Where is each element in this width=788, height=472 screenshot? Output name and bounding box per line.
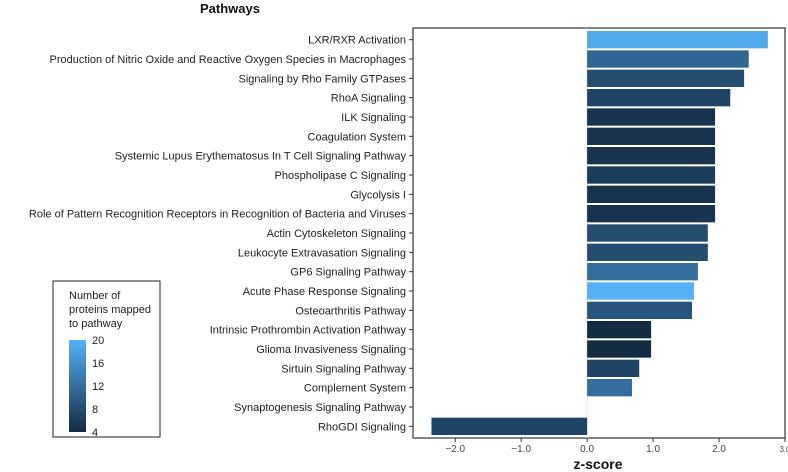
color-legend: Number of proteins mapped to pathway 20 1… — [52, 280, 161, 439]
y-tick-label: GP6 Signaling Pathway — [290, 267, 406, 279]
bar — [587, 301, 692, 319]
bar — [587, 282, 694, 300]
y-tick-label: RhoA Signaling — [331, 93, 406, 105]
legend-title-line-2: proteins mapped — [69, 304, 151, 316]
y-tick-label: Leukocyte Extravasation Signaling — [238, 247, 406, 259]
x-tick-label: 2.0 — [712, 444, 726, 455]
bar — [587, 166, 716, 184]
x-tick-label: 3.0 — [779, 445, 788, 454]
y-tick-label: Intrinsic Prothrombin Activation Pathway — [210, 325, 407, 337]
bar — [587, 340, 652, 358]
y-tick-label: Synaptogenesis Signaling Pathway — [234, 402, 406, 414]
bar — [587, 69, 745, 87]
bar — [587, 243, 708, 261]
y-tick-label: Production of Nitric Oxide and Reactive … — [50, 54, 407, 66]
y-tick-label: Phospholipase C Signaling — [275, 170, 406, 182]
bar — [587, 89, 731, 107]
bar — [587, 31, 768, 49]
x-axis-title: z-score — [573, 456, 622, 472]
bar — [431, 417, 588, 435]
y-tick-label: Glycolysis I — [350, 189, 406, 201]
bar — [587, 185, 716, 203]
legend-tick-label: 20 — [92, 335, 104, 347]
bar — [587, 359, 640, 377]
bar — [587, 224, 708, 242]
x-tick-label: −2.0 — [445, 444, 465, 455]
y-tick-label: Osteoarthritis Pathway — [295, 305, 406, 317]
legend-tick-label: 12 — [92, 381, 104, 393]
bar — [587, 379, 632, 397]
y-tick-label: Actin Cytoskeleton Signaling — [267, 228, 406, 240]
legend-tick-label: 4 — [92, 427, 98, 439]
y-tick-label: LXR/RXR Activation — [308, 35, 406, 47]
x-tick-label: 1.0 — [646, 444, 660, 455]
y-tick-label: ILK Signaling — [341, 112, 406, 124]
legend-title-line-1: Number of — [69, 290, 121, 302]
y-tick-label: Systemic Lupus Erythematosus In T Cell S… — [115, 151, 407, 163]
y-tick-label: Role of Pattern Recognition Receptors in… — [29, 209, 407, 221]
y-tick-label: Coagulation System — [308, 131, 406, 143]
y-tick-label: Signaling by Rho Family GTPases — [238, 73, 406, 85]
legend-colorbar — [69, 340, 86, 432]
bar — [587, 108, 716, 126]
bar — [587, 127, 716, 145]
x-tick-label: −1.0 — [511, 444, 531, 455]
y-axis-title: Pathways — [200, 1, 260, 16]
bar — [587, 147, 716, 165]
x-tick-label: 0.0 — [580, 444, 594, 455]
legend-tick-label: 8 — [92, 404, 98, 416]
y-tick-label: Acute Phase Response Signaling — [243, 286, 406, 298]
legend-tick-label: 16 — [92, 358, 104, 370]
y-tick-label: RhoGDI Signaling — [318, 421, 406, 433]
bar — [587, 50, 749, 68]
legend-title-line-3: to pathway — [69, 318, 123, 330]
bar — [587, 263, 698, 281]
y-tick-label: Glioma Invasiveness Signaling — [256, 344, 406, 356]
bar — [587, 205, 716, 223]
bar — [587, 321, 652, 339]
y-tick-label: Complement System — [304, 383, 406, 395]
y-tick-label: Sirtuin Signaling Pathway — [281, 363, 406, 375]
